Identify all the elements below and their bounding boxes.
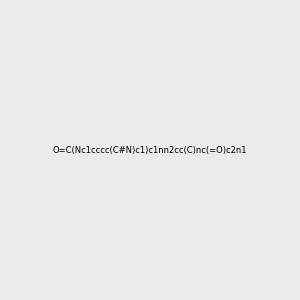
Text: O=C(Nc1cccc(C#N)c1)c1nn2cc(C)nc(=O)c2n1: O=C(Nc1cccc(C#N)c1)c1nn2cc(C)nc(=O)c2n1 — [53, 146, 247, 154]
